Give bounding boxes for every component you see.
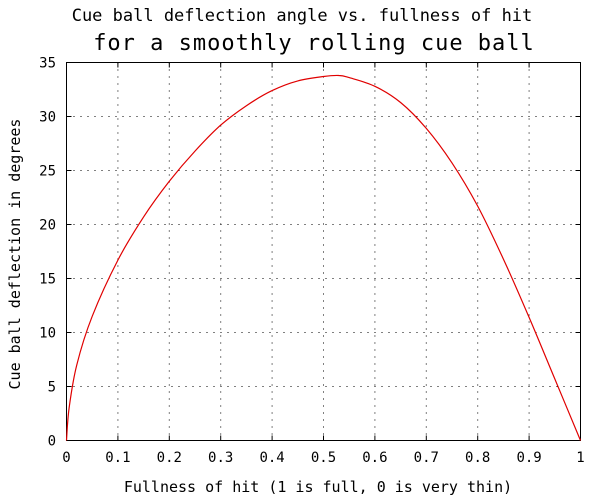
x-axis-label: Fullness of hit (1 is full, 0 is very th… [124,478,512,496]
x-tick-labels: 0 0.1 0.2 0.3 0.4 0.5 0.6 0.7 0.8 0.9 1 [62,450,584,466]
y-tick-label: 15 [39,272,56,288]
y-tick-label: 10 [39,326,56,342]
series-group [65,74,582,441]
y-tick-label: 20 [39,218,56,234]
y-tick-label: 35 [39,56,56,72]
y-tick-label: 5 [48,380,56,396]
x-tick-label: 0.2 [157,450,182,466]
y-tick-label: 30 [39,110,56,126]
grid [66,62,581,441]
x-tick-label: 0.3 [208,450,233,466]
x-tick-label: 0.8 [465,450,490,466]
y-tick-labels: 0 5 10 15 20 25 30 35 [39,56,56,450]
x-tick-label: 0.6 [362,450,387,466]
x-tick-label: 0.9 [516,450,541,466]
chart-subtitle: for a smoothly rolling cue ball [93,31,535,56]
x-tick-label: 0.5 [311,450,336,466]
y-tick-label: 0 [48,434,56,450]
chart-title: Cue ball deflection angle vs. fullness o… [72,6,533,26]
x-tick-label: 0.1 [105,450,130,466]
y-axis-label: Cue ball deflection in degrees [6,119,24,390]
x-tick-label: 0 [62,450,70,466]
deflection-curve [65,74,582,441]
x-tick-label: 0.4 [259,450,284,466]
y-tick-label: 25 [39,164,56,180]
x-tick-label: 1 [576,450,584,466]
x-tick-label: 0.7 [414,450,439,466]
